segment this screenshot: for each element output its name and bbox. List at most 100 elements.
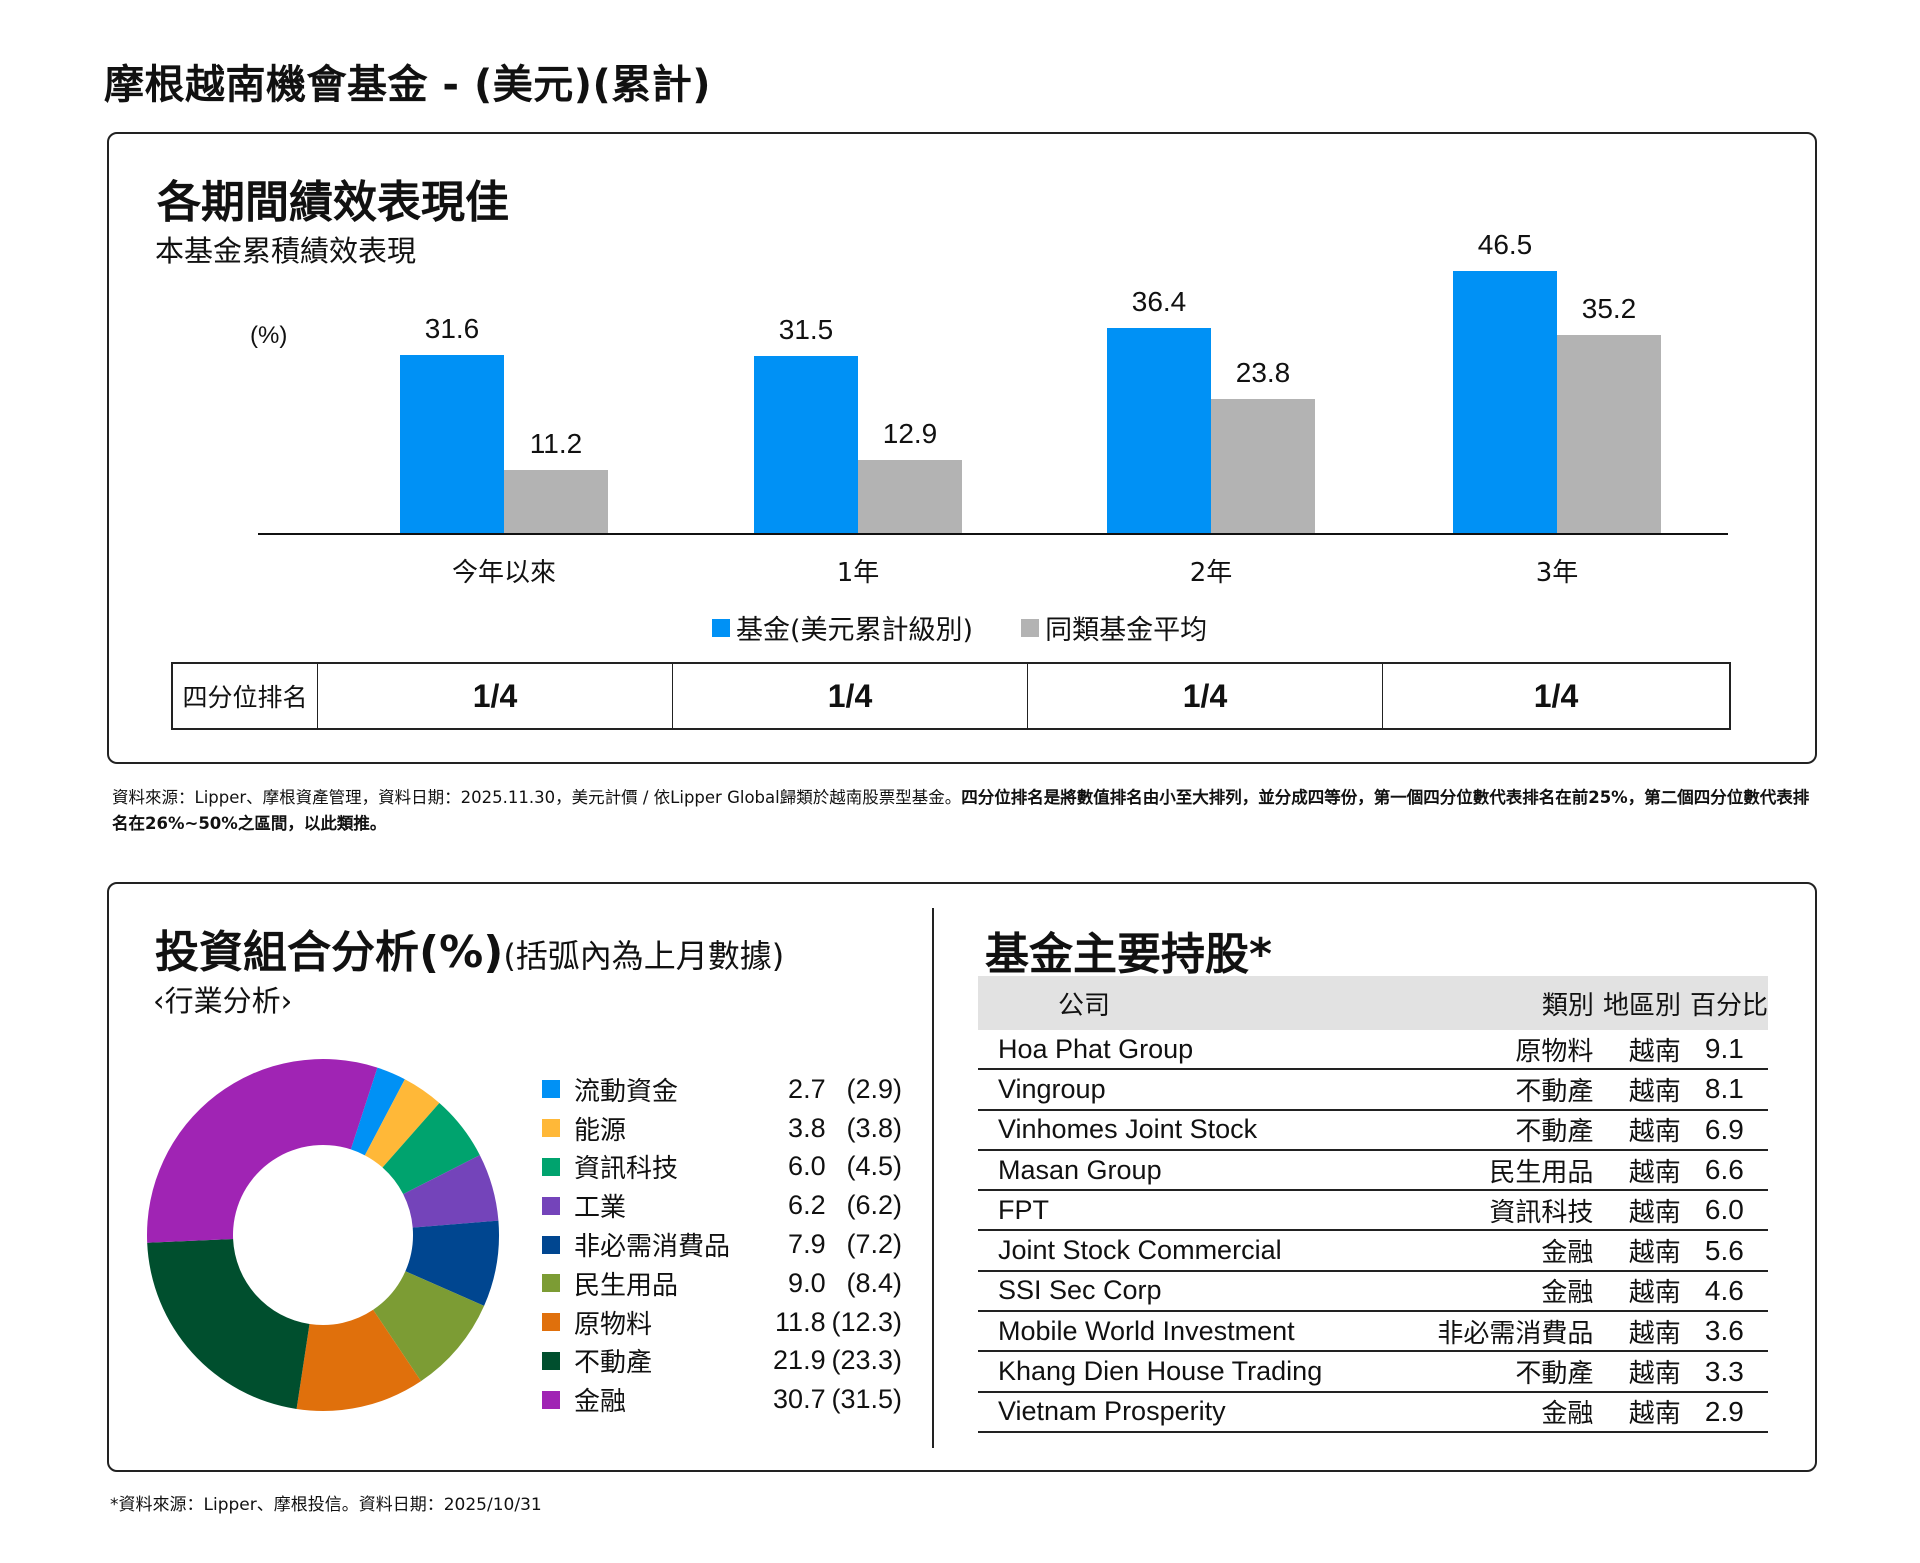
sector-swatch — [542, 1390, 560, 1409]
sector-legend-row: 流動資金 2.7 (2.9) — [542, 1070, 902, 1109]
sector-prev-value: (4.5) — [846, 1151, 902, 1182]
sector-value: 3.8 — [788, 1112, 826, 1143]
quartile-table: 四分位排名 1/4 1/4 1/4 1/4 — [171, 662, 1731, 730]
sector-legend: 流動資金 2.7 (2.9) 能源 3.8 (3.8) 資訊科技 6.0 (4.5) 工業 6.2 (… — [542, 1070, 902, 1419]
holdings-row: Vingroup 不動產 越南 8.1 — [978, 1070, 1768, 1111]
holding-category: 不動產 — [1515, 1359, 1594, 1390]
holding-category: 金融 — [1541, 1238, 1594, 1269]
sector-value: 30.7 — [773, 1384, 826, 1415]
header-category: 類別 — [1541, 990, 1594, 1021]
performance-panel — [107, 132, 1817, 764]
sector-name: 能源 — [574, 1115, 627, 1146]
fund-bar — [1453, 271, 1557, 533]
holdings-row: SSI Sec Corp 金融 越南 4.6 — [978, 1272, 1768, 1313]
holdings-row: Joint Stock Commercial 金融 越南 5.6 — [978, 1231, 1768, 1272]
sector-legend-row: 民生用品 9.0 (8.4) — [542, 1264, 902, 1303]
fund-bar — [754, 355, 858, 533]
note-quartile-explain: 四分位排名是將數值排名由小至大排列，並分成四等份，第一個四分位數代表排名在前25… — [112, 788, 1810, 833]
peer-value-label: 11.2 — [529, 427, 583, 459]
holdings-title: 基金主要持股* — [985, 929, 1273, 980]
sector-value: 6.0 — [788, 1151, 826, 1182]
holding-percent: 4.6 — [1704, 1274, 1744, 1306]
peer-bar — [504, 469, 608, 533]
sector-value: 7.9 — [788, 1229, 826, 1260]
sector-prev-value: (8.4) — [846, 1267, 902, 1298]
fund-bar — [1107, 328, 1211, 533]
legend-item-fund: 基金(美元累計級別) — [712, 608, 973, 647]
quartile-row-label: 四分位排名 — [171, 664, 317, 728]
holding-company: Vinhomes Joint Stock — [998, 1114, 1258, 1145]
sector-name: 民生用品 — [574, 1270, 679, 1301]
holding-region: 越南 — [1628, 1117, 1681, 1148]
sector-prev-value: (31.5) — [831, 1384, 902, 1415]
holdings-row: Khang Dien House Trading 不動產 越南 3.3 — [978, 1352, 1768, 1393]
peer-value-label: 23.8 — [1235, 357, 1291, 388]
sector-swatch — [542, 1119, 560, 1138]
holding-region: 越南 — [1628, 1399, 1681, 1430]
sector-swatch — [542, 1157, 560, 1176]
holdings-row: Hoa Phat Group 原物料 越南 9.1 — [978, 1030, 1768, 1071]
holding-region: 越南 — [1628, 1157, 1681, 1188]
sector-swatch — [542, 1351, 560, 1370]
sector-prev-value: (12.3) — [831, 1306, 902, 1337]
legend-label-peer: 同類基金平均 — [1045, 615, 1208, 646]
sector-name: 金融 — [574, 1387, 627, 1418]
holding-percent: 6.6 — [1704, 1154, 1744, 1186]
holdings-row: Masan Group 民生用品 越南 6.6 — [978, 1151, 1768, 1192]
sector-prev-value: (2.9) — [846, 1073, 902, 1104]
holdings-body: Hoa Phat Group 原物料 越南 9.1 Vingroup 不動產 越南 8.1 Vi… — [978, 1030, 1768, 1433]
holding-percent: 3.6 — [1704, 1315, 1744, 1347]
legend-item-peer: 同類基金平均 — [1021, 608, 1207, 647]
fund-value-label: 46.5 — [1477, 229, 1533, 261]
sector-value: 11.8 — [775, 1306, 826, 1337]
page-title: 摩根越南機會基金 - (美元)(累計) — [104, 62, 712, 108]
sector-legend-row: 原物料 11.8 (12.3) — [542, 1303, 902, 1342]
quartile-3y: 1/4 — [1382, 664, 1731, 728]
sector-prev-value: (23.3) — [831, 1345, 902, 1376]
x-axis-line — [258, 533, 1728, 535]
sector-prev-value: (3.8) — [846, 1112, 902, 1143]
note-source: 資料來源：Lipper、摩根資產管理，資料日期：2025.11.30，美元計價 … — [112, 788, 962, 807]
sector-prev-value: (6.2) — [846, 1190, 902, 1221]
x-tick-label: 2年 — [1189, 558, 1233, 588]
holding-category: 金融 — [1541, 1399, 1594, 1430]
sector-value: 2.7 — [788, 1073, 826, 1104]
holding-percent: 2.9 — [1704, 1395, 1744, 1427]
portfolio-holdings-panel — [107, 882, 1817, 1472]
holding-category: 資訊科技 — [1489, 1197, 1594, 1228]
holdings-row: Vinhomes Joint Stock 不動產 越南 6.9 — [978, 1111, 1768, 1151]
holding-percent: 6.0 — [1704, 1194, 1744, 1226]
sector-value: 9.0 — [788, 1267, 826, 1298]
section-divider — [932, 908, 934, 1448]
holding-percent: 3.3 — [1704, 1355, 1744, 1387]
fund-value-label: 36.4 — [1131, 286, 1187, 318]
holding-percent: 6.9 — [1704, 1113, 1744, 1145]
header-region: 地區別 — [1602, 990, 1681, 1021]
peer-bar — [858, 460, 962, 533]
holding-company: Khang Dien House Trading — [998, 1356, 1323, 1387]
holding-category: 金融 — [1541, 1278, 1594, 1309]
peer-bar — [1211, 399, 1315, 533]
x-tick-label: 3年 — [1535, 558, 1579, 588]
sector-legend-row: 能源 3.8 (3.8) — [542, 1109, 902, 1148]
sector-name: 資訊科技 — [574, 1154, 679, 1185]
holdings-table: 公司 類別 地區別 百分比 Hoa Phat Group 原物料 越南 9.1 Ving… — [978, 976, 1768, 1433]
y-unit-label: (%) — [250, 322, 288, 349]
quartile-1y: 1/4 — [672, 664, 1027, 728]
holding-category: 原物料 — [1515, 1036, 1594, 1067]
holdings-row: FPT 資訊科技 越南 6.0 — [978, 1191, 1768, 1232]
holding-company: Vingroup — [998, 1073, 1106, 1104]
x-tick-label: 1年 — [836, 558, 880, 588]
x-tick-label: 今年以來 — [451, 558, 556, 588]
performance-subtitle: 本基金累積績效表現 — [155, 234, 417, 268]
portfolio-title: 投資組合分析(%) — [155, 927, 504, 978]
holding-region: 越南 — [1628, 1036, 1681, 1067]
sector-swatch — [542, 1274, 560, 1293]
holding-region: 越南 — [1628, 1278, 1681, 1309]
sector-name: 工業 — [574, 1193, 627, 1224]
fund-value-label: 31.5 — [778, 313, 834, 345]
holding-company: FPT — [998, 1194, 1049, 1225]
peer-value-label: 12.9 — [882, 418, 938, 450]
header-percent: 百分比 — [1690, 990, 1769, 1021]
portfolio-subtitle: ‹行業分析› — [153, 984, 293, 1018]
